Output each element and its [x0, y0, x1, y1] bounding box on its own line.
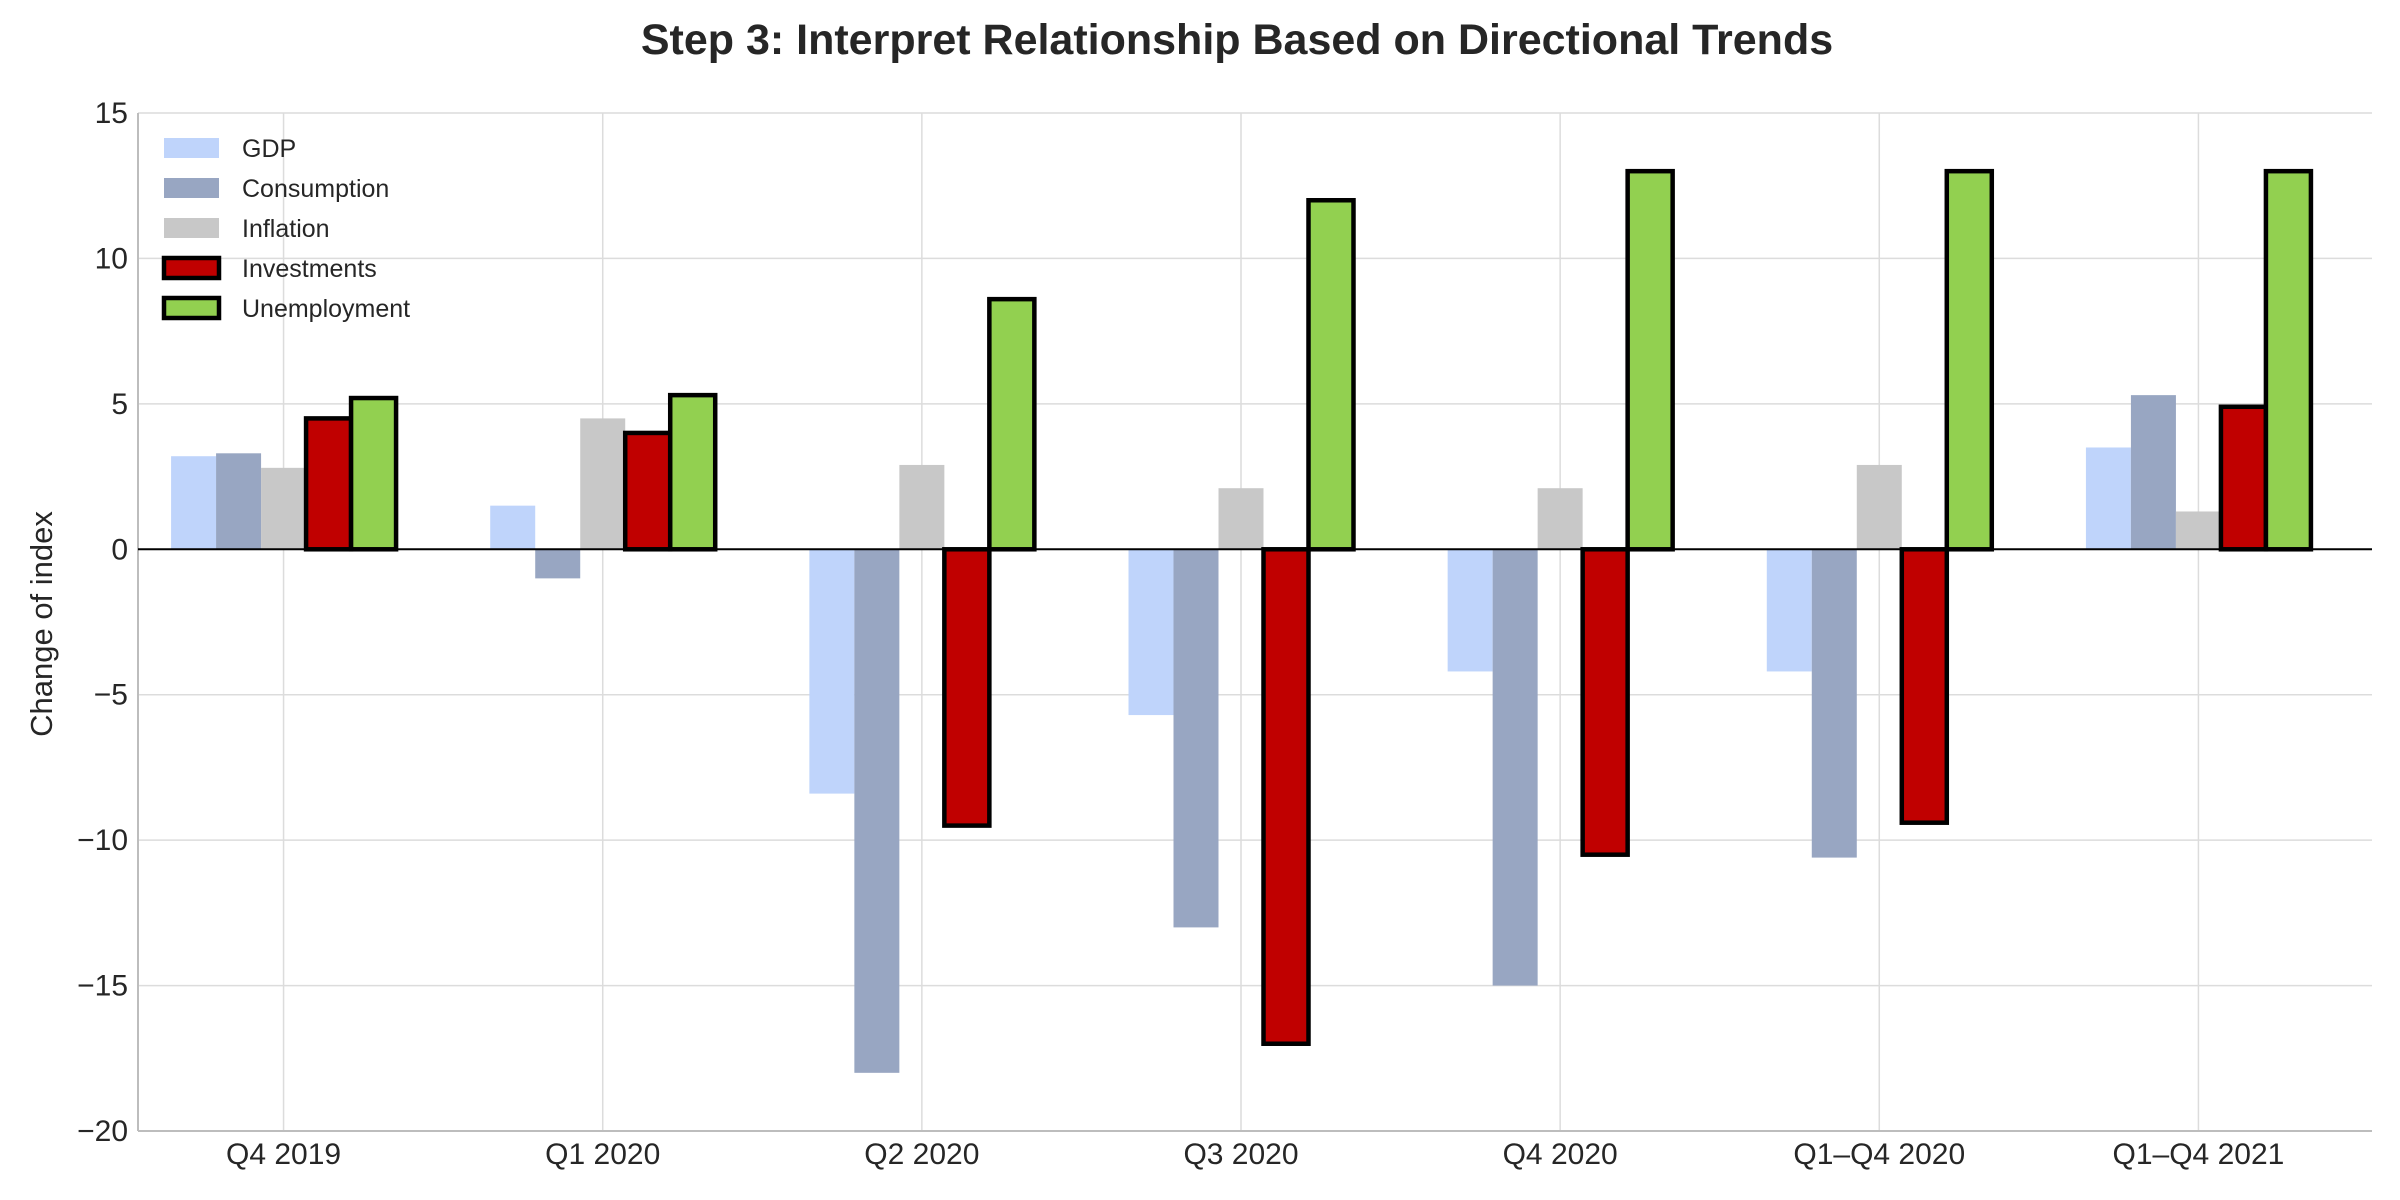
x-tick-labels: Q4 2019 Q1 2020 Q2 2020 Q3 2020 Q4 2020 Q1–Q4…	[226, 1138, 2284, 1171]
x-tick-label: Q4 2020	[1503, 1138, 1618, 1171]
bar-gdp-5	[1766, 549, 1812, 672]
legend-label-inflation: Inflation	[242, 215, 330, 243]
legend-label-consumption: Consumption	[242, 175, 389, 203]
chart-title: Step 3: Interpret Relationship Based on …	[641, 16, 1833, 64]
bar-investments-4	[1580, 547, 1630, 857]
bar-unemployment-1	[667, 392, 718, 552]
bar-inflation-2	[899, 464, 945, 550]
bar-inflation-1	[580, 418, 626, 550]
bar-unemployment-5	[1944, 168, 1995, 552]
x-tick-label: Q4 2019	[226, 1138, 341, 1171]
bar-gdp-4	[1447, 549, 1493, 672]
y-tick-label: −20	[77, 1115, 128, 1148]
bar-investments-0	[303, 416, 354, 552]
bar-gdp-0	[171, 456, 217, 550]
x-tick-label: Q1–Q4 2021	[2113, 1138, 2285, 1171]
bar-unemployment-6	[2263, 168, 2314, 552]
y-tick-label: 0	[111, 533, 128, 566]
bar-investments-5	[1899, 547, 1950, 825]
y-tick-label: 10	[95, 242, 128, 275]
bars-group	[171, 168, 2314, 1073]
y-tick-label: 15	[95, 97, 128, 130]
bar-investments-1	[622, 430, 673, 552]
bar-investments-6	[2218, 404, 2269, 552]
bar-consumption-2	[854, 549, 900, 1073]
bar-inflation-5	[1856, 464, 1902, 550]
legend-label-unemployment: Unemployment	[242, 295, 410, 323]
bar-gdp-1	[490, 505, 536, 550]
bar-unemployment-3	[1306, 198, 1356, 552]
y-tick-label: −10	[77, 824, 128, 857]
y-tick-label: −5	[94, 679, 128, 712]
y-tick-label: −15	[77, 970, 128, 1003]
bar-gdp-3	[1128, 549, 1174, 716]
bar-investments-3	[1261, 547, 1311, 1046]
legend-swatch-gdp	[164, 138, 219, 158]
y-tick-labels: −20 −15 −10 −5 0 5 10 15	[77, 97, 128, 1148]
bar-unemployment-2	[987, 296, 1037, 552]
x-tick-label: Q3 2020	[1183, 1138, 1298, 1171]
bar-inflation-6	[2175, 511, 2221, 550]
bar-consumption-0	[216, 453, 262, 550]
bar-inflation-4	[1537, 488, 1583, 550]
x-tick-label: Q1–Q4 2020	[1793, 1138, 1965, 1171]
legend-swatch-consumption	[164, 178, 219, 198]
legend: GDP Consumption Inflation Investments Unempl…	[161, 135, 410, 323]
bar-gdp-6	[2085, 447, 2131, 550]
grid-lines	[138, 112, 2372, 1132]
bar-unemployment-0	[348, 395, 399, 552]
bar-consumption-1	[535, 549, 581, 579]
bar-consumption-3	[1173, 549, 1219, 928]
legend-swatch-inflation	[164, 218, 219, 238]
y-axis-label: Change of index	[24, 511, 59, 737]
axes	[137, 113, 2372, 1132]
legend-swatch-investments	[161, 255, 222, 281]
y-tick-label: 5	[111, 388, 128, 421]
legend-swatch-unemployment	[161, 295, 222, 321]
bar-consumption-4	[1492, 549, 1538, 986]
bar-inflation-0	[261, 467, 307, 550]
bar-consumption-5	[1811, 549, 1857, 858]
x-tick-label: Q1 2020	[545, 1138, 660, 1171]
bar-investments-2	[942, 547, 992, 828]
bar-consumption-6	[2130, 395, 2176, 550]
bar-inflation-3	[1218, 488, 1264, 550]
legend-label-gdp: GDP	[242, 135, 296, 163]
x-tick-label: Q2 2020	[864, 1138, 979, 1171]
bar-gdp-2	[809, 549, 855, 794]
bar-unemployment-4	[1625, 168, 1675, 552]
legend-label-investments: Investments	[242, 255, 377, 283]
